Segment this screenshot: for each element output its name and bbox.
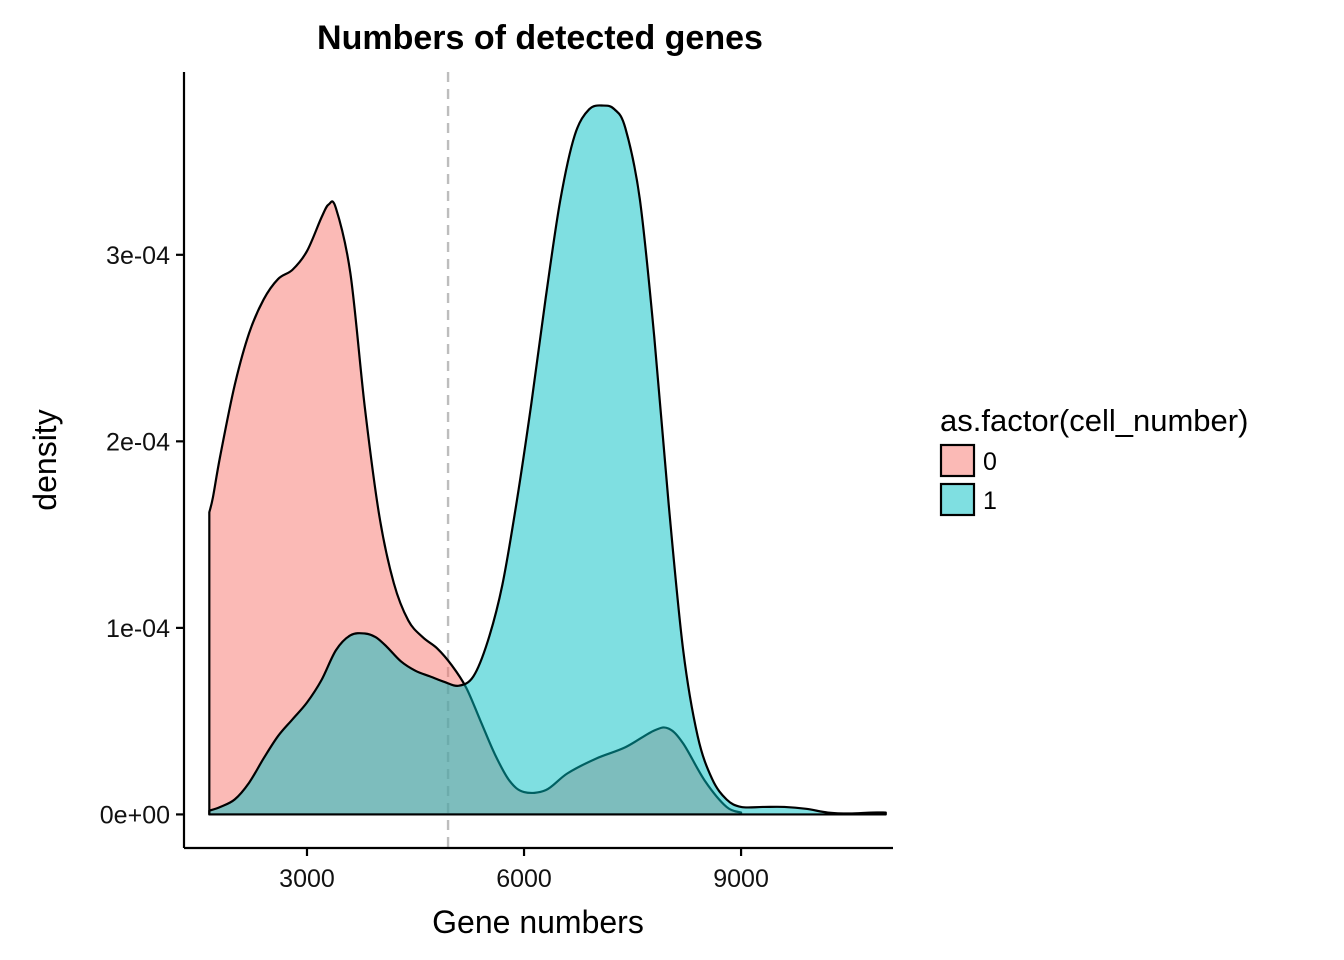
legend: as.factor(cell_number) 0 1 bbox=[939, 403, 1248, 517]
legend-title: as.factor(cell_number) bbox=[940, 403, 1248, 438]
legend-swatch-0 bbox=[939, 443, 976, 478]
density-areas bbox=[208, 104, 887, 816]
y-tick-label: 3e-04 bbox=[106, 242, 170, 270]
legend-label-0: 0 bbox=[983, 448, 997, 476]
y-tick-label: 1e-04 bbox=[106, 615, 170, 643]
axes: 0e+00 1e-04 2e-04 3e-04 3000 6000 9000 bbox=[100, 72, 893, 893]
legend-swatch-1 bbox=[939, 482, 976, 517]
x-tick-label: 6000 bbox=[496, 865, 552, 893]
density-area-series-1 bbox=[208, 104, 887, 816]
legend-label-1: 1 bbox=[983, 487, 997, 515]
x-tick-label: 3000 bbox=[279, 865, 335, 893]
chart-title: Numbers of detected genes bbox=[317, 19, 763, 57]
x-tick-label: 9000 bbox=[713, 865, 769, 893]
y-tick-label: 2e-04 bbox=[106, 428, 170, 456]
y-tick-label: 0e+00 bbox=[100, 801, 170, 829]
x-axis-title: Gene numbers bbox=[432, 904, 644, 940]
y-axis-title: density bbox=[27, 409, 63, 510]
